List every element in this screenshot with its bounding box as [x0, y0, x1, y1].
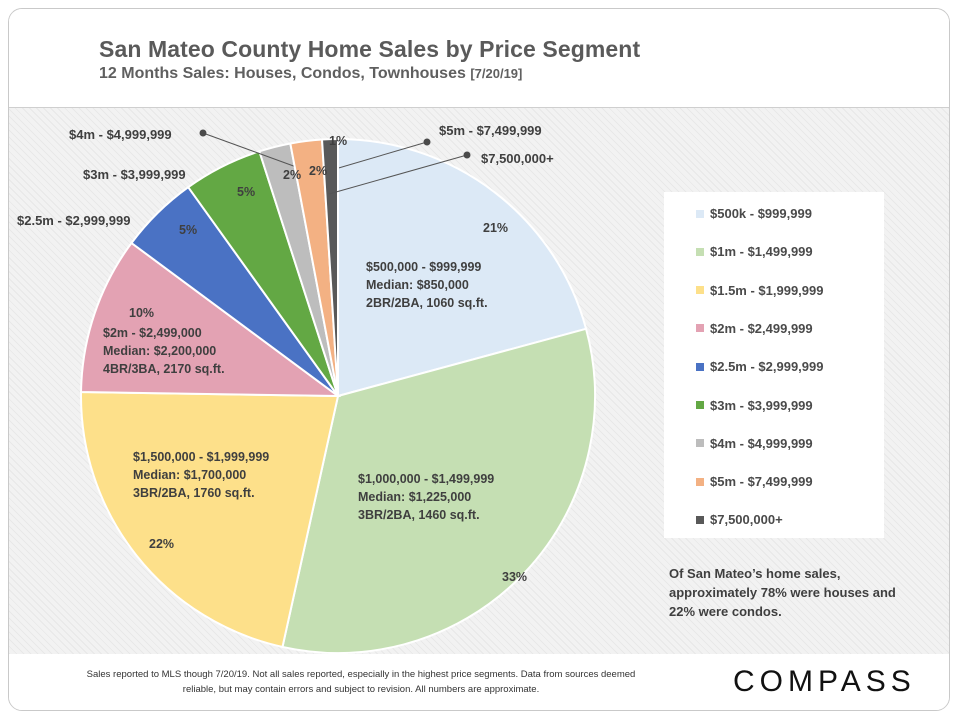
legend-swatch	[696, 477, 704, 486]
legend-item-2: $1m - $1,499,999	[696, 244, 813, 259]
subtitle-date: [7/20/19]	[470, 66, 523, 81]
legend-swatch	[696, 401, 704, 409]
slice-percent-label-1: 21%	[483, 221, 509, 235]
legend-item-8: $5m - $7,499,999	[696, 474, 813, 489]
slice-callout-label-7: $4m - $4,999,999	[69, 127, 172, 142]
pie-slice-3	[80, 390, 340, 649]
legend-item-7: $4m - $4,999,999	[696, 436, 813, 451]
slice-percent-label-8: 2%	[309, 164, 328, 178]
slice-callout-label-6: $3m - $3,999,999	[83, 167, 186, 182]
footer: Sales reported to MLS though 7/20/19. No…	[9, 655, 949, 710]
slice-callout-label-8: $5m - $7,499,999	[439, 123, 542, 138]
slice-callout-label-5: $2.5m - $2,999,999	[17, 213, 131, 228]
slice-detail-line: 3BR/2BA, 1760 sq.ft.	[133, 486, 255, 500]
callout-dot-8	[423, 138, 431, 146]
pie-slice-9	[320, 137, 339, 397]
slice-detail-line: $2m - $2,499,000	[103, 326, 202, 340]
slice-detail-label-2: $1,000,000 - $1,499,999 Median: $1,225,00…	[358, 470, 494, 524]
slice-detail-line: 4BR/3BA, 2170 sq.ft.	[103, 362, 225, 376]
header: San Mateo County Home Sales by Price Seg…	[9, 9, 949, 108]
slice-percent-label-6: 5%	[237, 185, 256, 199]
legend-swatch	[696, 324, 704, 333]
slice-detail-label-4: $2m - $2,499,000 Median: $2,200,000 4BR/3B…	[103, 324, 225, 378]
pie-slice-2	[281, 327, 596, 654]
slice-detail-line: $500,000 - $999,999	[366, 260, 482, 274]
disclaimer: Sales reported to MLS though 7/20/19. No…	[86, 669, 636, 695]
legend: $500k - $999,999 $1m - $1,499,999 $1.5m - …	[664, 192, 884, 538]
legend-label: $1.5m - $1,999,999	[710, 282, 824, 298]
pie-chart	[80, 129, 596, 654]
legend-label: $3m - $3,999,999	[710, 397, 813, 413]
legend-swatch	[696, 362, 704, 371]
slice-percent-label-3: 22%	[149, 537, 175, 551]
slice-percent-label-4: 10%	[129, 306, 155, 320]
slice-callout-label-9: $7,500,000+	[481, 151, 554, 166]
legend-label: $2m - $2,499,999	[710, 320, 813, 336]
slice-detail-line: Median: $1,225,000	[358, 490, 472, 504]
legend-item-3: $1.5m - $1,999,999	[696, 283, 823, 298]
slice-percent-label-2: 33%	[502, 570, 528, 584]
callout-leader-line-7	[202, 132, 300, 169]
slice-percent-label-7: 2%	[283, 168, 302, 182]
chart-title: San Mateo County Home Sales by Price Seg…	[99, 36, 641, 62]
chart-area: 21% $500,000 - $999,999 Median: $850,000 2B…	[9, 108, 949, 654]
legend-item-9: $7,500,000+	[696, 512, 783, 527]
slice-detail-line: 3BR/2BA, 1460 sq.ft.	[358, 508, 480, 522]
legend-item-6: $3m - $3,999,999	[696, 398, 813, 413]
slice-detail-label-3: $1,500,000 - $1,999,999 Median: $1,700,00…	[133, 448, 269, 502]
callout-leader-line-9	[328, 154, 468, 195]
subtitle-text: 12 Months Sales: Houses, Condos, Townhou…	[99, 65, 466, 82]
legend-label: $4m - $4,999,999	[710, 435, 813, 451]
slice-detail-line: 2BR/2BA, 1060 sq.ft.	[366, 296, 488, 310]
legend-swatch	[696, 209, 704, 218]
legend-swatch	[696, 515, 704, 524]
slice-detail-line: $1,500,000 - $1,999,999	[133, 450, 270, 464]
callout-leader-line-8	[324, 141, 428, 173]
slice-percent-label-9: 1%	[329, 134, 348, 148]
slice-detail-line: Median: $1,700,000	[133, 468, 247, 482]
legend-swatch	[696, 439, 704, 448]
slice-detail-line: Median: $850,000	[366, 278, 469, 292]
legend-label: $7,500,000+	[710, 512, 783, 528]
legend-label: $5m - $7,499,999	[710, 474, 813, 490]
legend-item-5: $2.5m - $2,999,999	[696, 359, 823, 374]
pie-slice-1	[337, 137, 588, 398]
sales-note: Of San Mateo’s home sales, approximately…	[669, 566, 896, 619]
compass-logo: COMPASS	[733, 665, 916, 698]
legend-item-1: $500k - $999,999	[696, 206, 812, 221]
slice-detail-line: Median: $2,200,000	[103, 344, 217, 358]
legend-label: $1m - $1,499,999	[710, 244, 813, 260]
legend-label: $2.5m - $2,999,999	[710, 359, 824, 375]
legend-item-4: $2m - $2,499,999	[696, 321, 813, 336]
slice-percent-label-5: 5%	[179, 223, 198, 237]
pie-slice-4	[80, 241, 342, 398]
legend-label: $500k - $999,999	[710, 206, 812, 221]
callout-dot-9	[463, 151, 471, 159]
legend-swatch	[696, 286, 704, 295]
slice-detail-label-1: $500,000 - $999,999 Median: $850,000 2BR/2…	[366, 258, 488, 312]
callout-dot-7	[199, 129, 207, 137]
slice-detail-line: $1,000,000 - $1,499,999	[358, 472, 495, 486]
chart-subtitle: 12 Months Sales: Houses, Condos, Townhou…	[99, 65, 522, 83]
slide-frame: San Mateo County Home Sales by Price Seg…	[8, 8, 950, 711]
legend-swatch	[696, 247, 704, 256]
